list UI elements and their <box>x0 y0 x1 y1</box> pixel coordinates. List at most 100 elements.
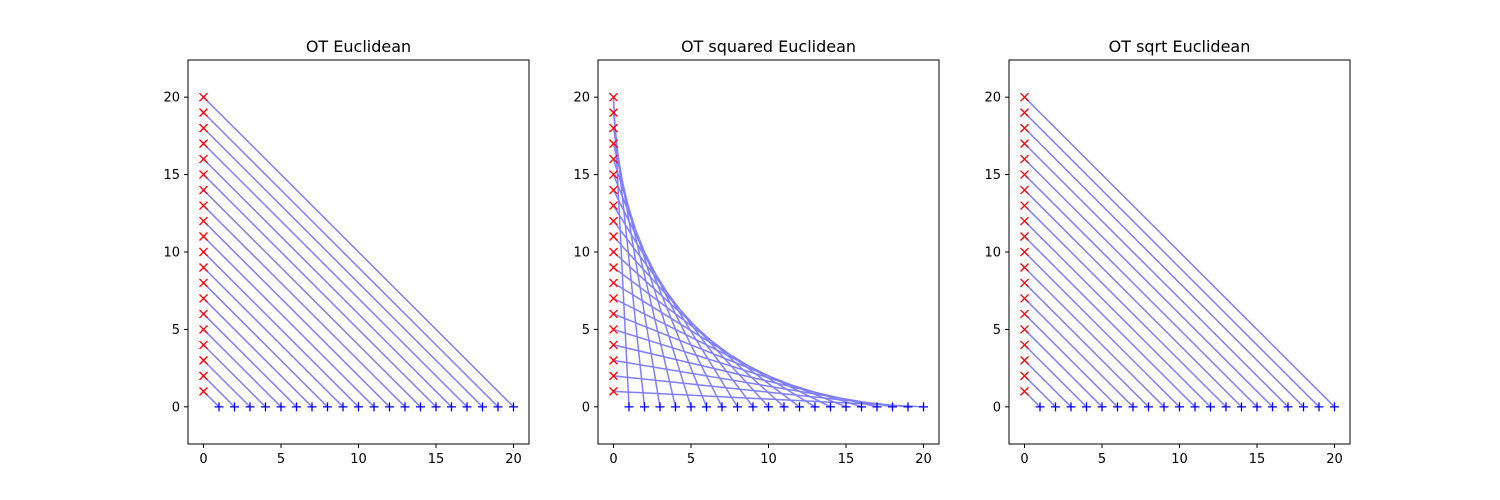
target-point-marker <box>478 402 487 412</box>
target-point-marker <box>1051 402 1060 412</box>
target-point-marker <box>1237 402 1246 412</box>
x-tick-label: 10 <box>350 452 367 467</box>
transport-line <box>202 205 406 408</box>
transport-line <box>1023 235 1196 408</box>
transport-line <box>613 313 847 408</box>
source-point-marker <box>199 324 208 334</box>
transport-line <box>202 112 499 408</box>
source-point-marker <box>199 232 208 241</box>
subplot-2: OT squared Euclidean 0 5 10 15 20 0 5 10 15 20 <box>573 37 940 467</box>
transport-line <box>202 235 375 408</box>
transport-line <box>613 297 831 408</box>
target-point-marker <box>686 402 696 412</box>
source-point-marker <box>199 355 208 365</box>
subplot-1-source-points <box>199 92 208 396</box>
target-point-marker <box>903 402 913 412</box>
target-point-marker <box>509 402 518 412</box>
target-point-marker <box>1128 402 1138 412</box>
source-point-marker <box>1020 92 1029 102</box>
x-tick-label: 0 <box>1020 452 1028 467</box>
target-point-marker <box>1159 402 1169 412</box>
subplot-2-source-points <box>609 92 618 396</box>
x-tick-label: 5 <box>277 452 285 467</box>
subplot-3-title: OT sqrt Euclidean <box>1109 37 1251 56</box>
y-tick-label: 5 <box>993 323 1001 338</box>
transport-line <box>1023 282 1150 408</box>
target-point-marker <box>1268 402 1277 412</box>
transport-line <box>1023 266 1165 408</box>
source-point-marker <box>1020 371 1029 381</box>
target-point-marker <box>702 402 711 412</box>
transport-line <box>202 174 437 408</box>
source-point-marker <box>199 185 208 195</box>
transport-line <box>612 236 770 408</box>
x-tick-label: 0 <box>199 452 207 467</box>
source-point-marker <box>199 263 208 272</box>
transport-line <box>612 112 646 407</box>
target-point-marker <box>841 402 851 412</box>
target-point-marker <box>764 402 773 412</box>
source-point-marker <box>199 386 208 396</box>
target-point-marker <box>400 402 410 412</box>
y-tick-label: 0 <box>993 400 1001 415</box>
target-point-marker <box>462 402 472 412</box>
target-point-marker <box>276 402 286 412</box>
target-point-marker <box>416 402 425 412</box>
source-point-marker <box>199 92 208 102</box>
source-point-marker <box>609 263 618 272</box>
source-point-marker <box>609 324 618 334</box>
transport-line <box>1023 375 1057 408</box>
x-tick-label: 20 <box>505 452 522 467</box>
target-point-marker <box>1299 402 1308 412</box>
transport-line <box>613 390 924 408</box>
target-point-marker <box>624 402 634 412</box>
transport-line <box>202 96 515 408</box>
transport-line <box>202 359 251 408</box>
source-point-marker <box>199 170 208 180</box>
y-tick-label: 5 <box>582 323 590 338</box>
target-point-marker <box>1035 402 1045 412</box>
source-point-marker <box>609 154 618 164</box>
transport-line <box>202 344 267 408</box>
subplot-2-target-points <box>624 402 928 412</box>
source-point-marker <box>199 154 208 164</box>
subplot-1-target-points <box>214 402 518 412</box>
subplot-1: OT Euclidean 0 5 10 15 20 0 5 10 15 20 <box>163 37 530 467</box>
y-tick-label: 0 <box>582 400 590 415</box>
target-point-marker <box>292 402 301 412</box>
target-point-marker <box>323 402 332 412</box>
source-point-marker <box>609 201 618 211</box>
source-point-marker <box>609 216 618 226</box>
transport-line <box>1023 251 1181 408</box>
transport-line <box>612 205 739 408</box>
transport-line <box>1023 112 1320 408</box>
target-point-marker <box>795 402 804 412</box>
y-tick-label: 5 <box>172 323 180 338</box>
target-point-marker <box>1221 402 1231 412</box>
target-point-marker <box>1082 402 1091 412</box>
transport-line <box>1023 220 1212 408</box>
source-point-marker <box>609 278 618 288</box>
target-point-marker <box>1144 402 1153 412</box>
x-tick-label: 15 <box>838 452 855 467</box>
transport-line <box>613 328 862 408</box>
transport-line <box>613 344 878 408</box>
transport-line <box>202 328 282 408</box>
y-tick-label: 10 <box>573 246 590 261</box>
target-point-marker <box>1066 402 1076 412</box>
transport-line <box>612 174 708 408</box>
source-point-marker <box>609 340 618 350</box>
y-tick-label: 15 <box>573 168 590 183</box>
transport-line <box>202 143 468 408</box>
source-point-marker <box>1020 263 1029 272</box>
target-point-marker <box>1175 402 1184 412</box>
transport-line <box>612 220 754 408</box>
source-point-marker <box>1020 278 1029 288</box>
y-tick-label: 20 <box>573 91 590 106</box>
target-point-marker <box>214 402 224 412</box>
subplot-2-title: OT squared Euclidean <box>681 37 856 56</box>
source-point-marker <box>199 108 208 118</box>
subplot-3-target-points <box>1035 402 1339 412</box>
y-tick-label: 20 <box>163 91 180 106</box>
